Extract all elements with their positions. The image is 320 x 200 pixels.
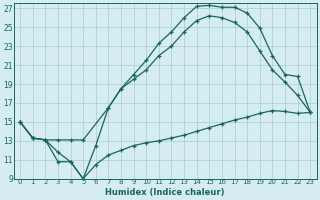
- X-axis label: Humidex (Indice chaleur): Humidex (Indice chaleur): [105, 188, 225, 197]
